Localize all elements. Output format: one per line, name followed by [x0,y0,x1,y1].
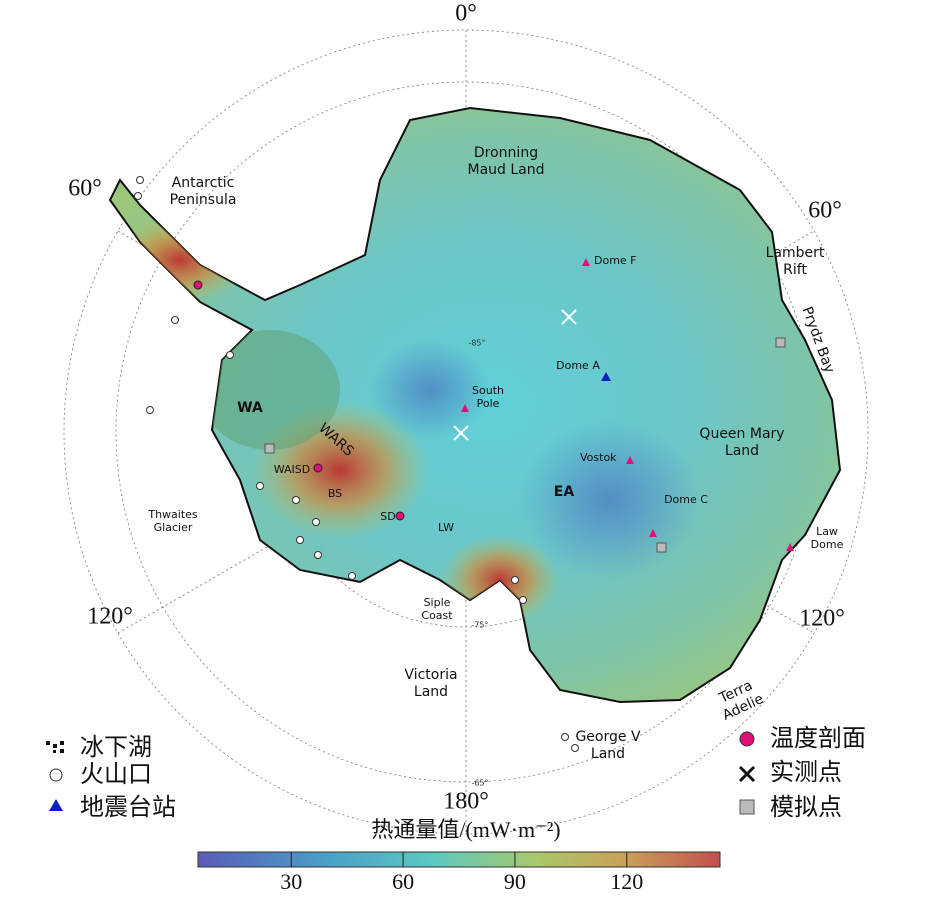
place-label-line: Dronning [474,145,538,161]
place-label-line: WA [237,400,263,416]
place-label-line: Antarctic [172,175,235,191]
place-label: WAISD [274,463,311,476]
place-label: Dome F [594,254,637,267]
place-label-line: Peninsula [170,192,237,208]
place-label: Vostok [580,451,617,464]
place-label-line: Rift [783,262,807,278]
legend-icon [738,765,756,783]
legend-label: 地震台站 [80,793,176,821]
place-label: Dome A [556,359,600,372]
place-label-line: Queen Mary [699,426,784,442]
legend-icon [49,768,63,782]
legend-label: 实测点 [770,758,842,786]
place-label: LW [438,521,454,534]
place-label: Antarctic Peninsula [170,175,237,208]
latitude-label: -65° [471,779,488,788]
place-label: Queen Mary Land [699,426,784,459]
place-label: Siple Coast [421,596,453,622]
legend-label: 火山口 [80,760,152,788]
place-label-line: BS [328,487,342,500]
colorbar-tick-label: 30 [280,869,302,894]
place-label-line: Land [414,684,448,700]
degree-label: 60° [808,198,842,224]
place-label-line: Pole [477,397,500,410]
place-label: Lambert Rift [766,245,825,278]
place-label-line: South [472,384,504,397]
place-label-line: Land [725,443,759,459]
place-label-line: Dome A [556,359,600,372]
place-label-line: Lambert [766,245,825,261]
place-label-line: George V [575,729,640,745]
map-markers [134,176,794,752]
place-label-line: Dome C [664,493,708,506]
place-label-line: Dome F [594,254,637,267]
place-label-line: Siple [424,596,451,609]
colorbar-tick-label: 120 [610,869,643,894]
colorbar-tick-label: 90 [504,869,526,894]
latitude-label: -85° [468,339,485,348]
colorbar-ramp [197,851,721,868]
place-label: Thwaites Glacier [147,508,198,534]
place-label-line: Maud Land [467,162,544,178]
place-label-line: WAISD [274,463,311,476]
place-label-line: Vostok [580,451,617,464]
legend-label: 温度剖面 [770,724,866,752]
legend [46,731,756,815]
place-label: WA [237,400,263,416]
place-label-line: EA [554,484,575,500]
legend-label: 模拟点 [770,793,842,821]
legend-icon [46,741,64,753]
place-label: Victoria Land [404,667,457,700]
place-label: BS [328,487,342,500]
degree-label: 120° [87,604,133,630]
place-label: Law Dome [811,525,844,551]
place-label: George V Land [575,729,640,762]
colorbar: 热通量值/(mW·m⁻²) 30 60 90 120 [197,817,721,894]
place-label: South Pole [472,384,504,410]
place-label-line: Land [591,746,625,762]
colorbar-title: 热通量值/(mW·m⁻²) [371,817,560,842]
place-label: SD [380,510,395,523]
place-label-line: Victoria [404,667,457,683]
degree-label: 120° [799,606,845,632]
place-label-line: Dome [811,538,844,551]
degree-label: 60° [68,176,102,202]
place-label: Dronning Maud Land [467,145,544,178]
place-label-line: SD [380,510,395,523]
legend-icon [49,799,63,811]
legend-icon [739,731,755,747]
continent [108,106,842,704]
place-label-line: Law [816,525,838,538]
colorbar-tick-label: 60 [392,869,414,894]
degree-label: 0° [455,1,477,27]
place-label-line: Thwaites [147,508,198,521]
place-label: TerraAdelie [713,676,766,724]
place-label-line: LW [438,521,454,534]
place-label-line: Glacier [154,521,193,534]
place-label: EA [554,484,575,500]
legend-icon [739,799,755,815]
legend-label: 冰下湖 [80,733,152,761]
place-label: Dome C [664,493,708,506]
place-label-line: Coast [421,609,453,622]
latitude-label: -75° [471,621,488,630]
degree-label: 180° [443,789,489,815]
map-labels: 0° 60° 60° 120° 120° 180° -85° -75° -65° Antarcti… [68,1,866,822]
